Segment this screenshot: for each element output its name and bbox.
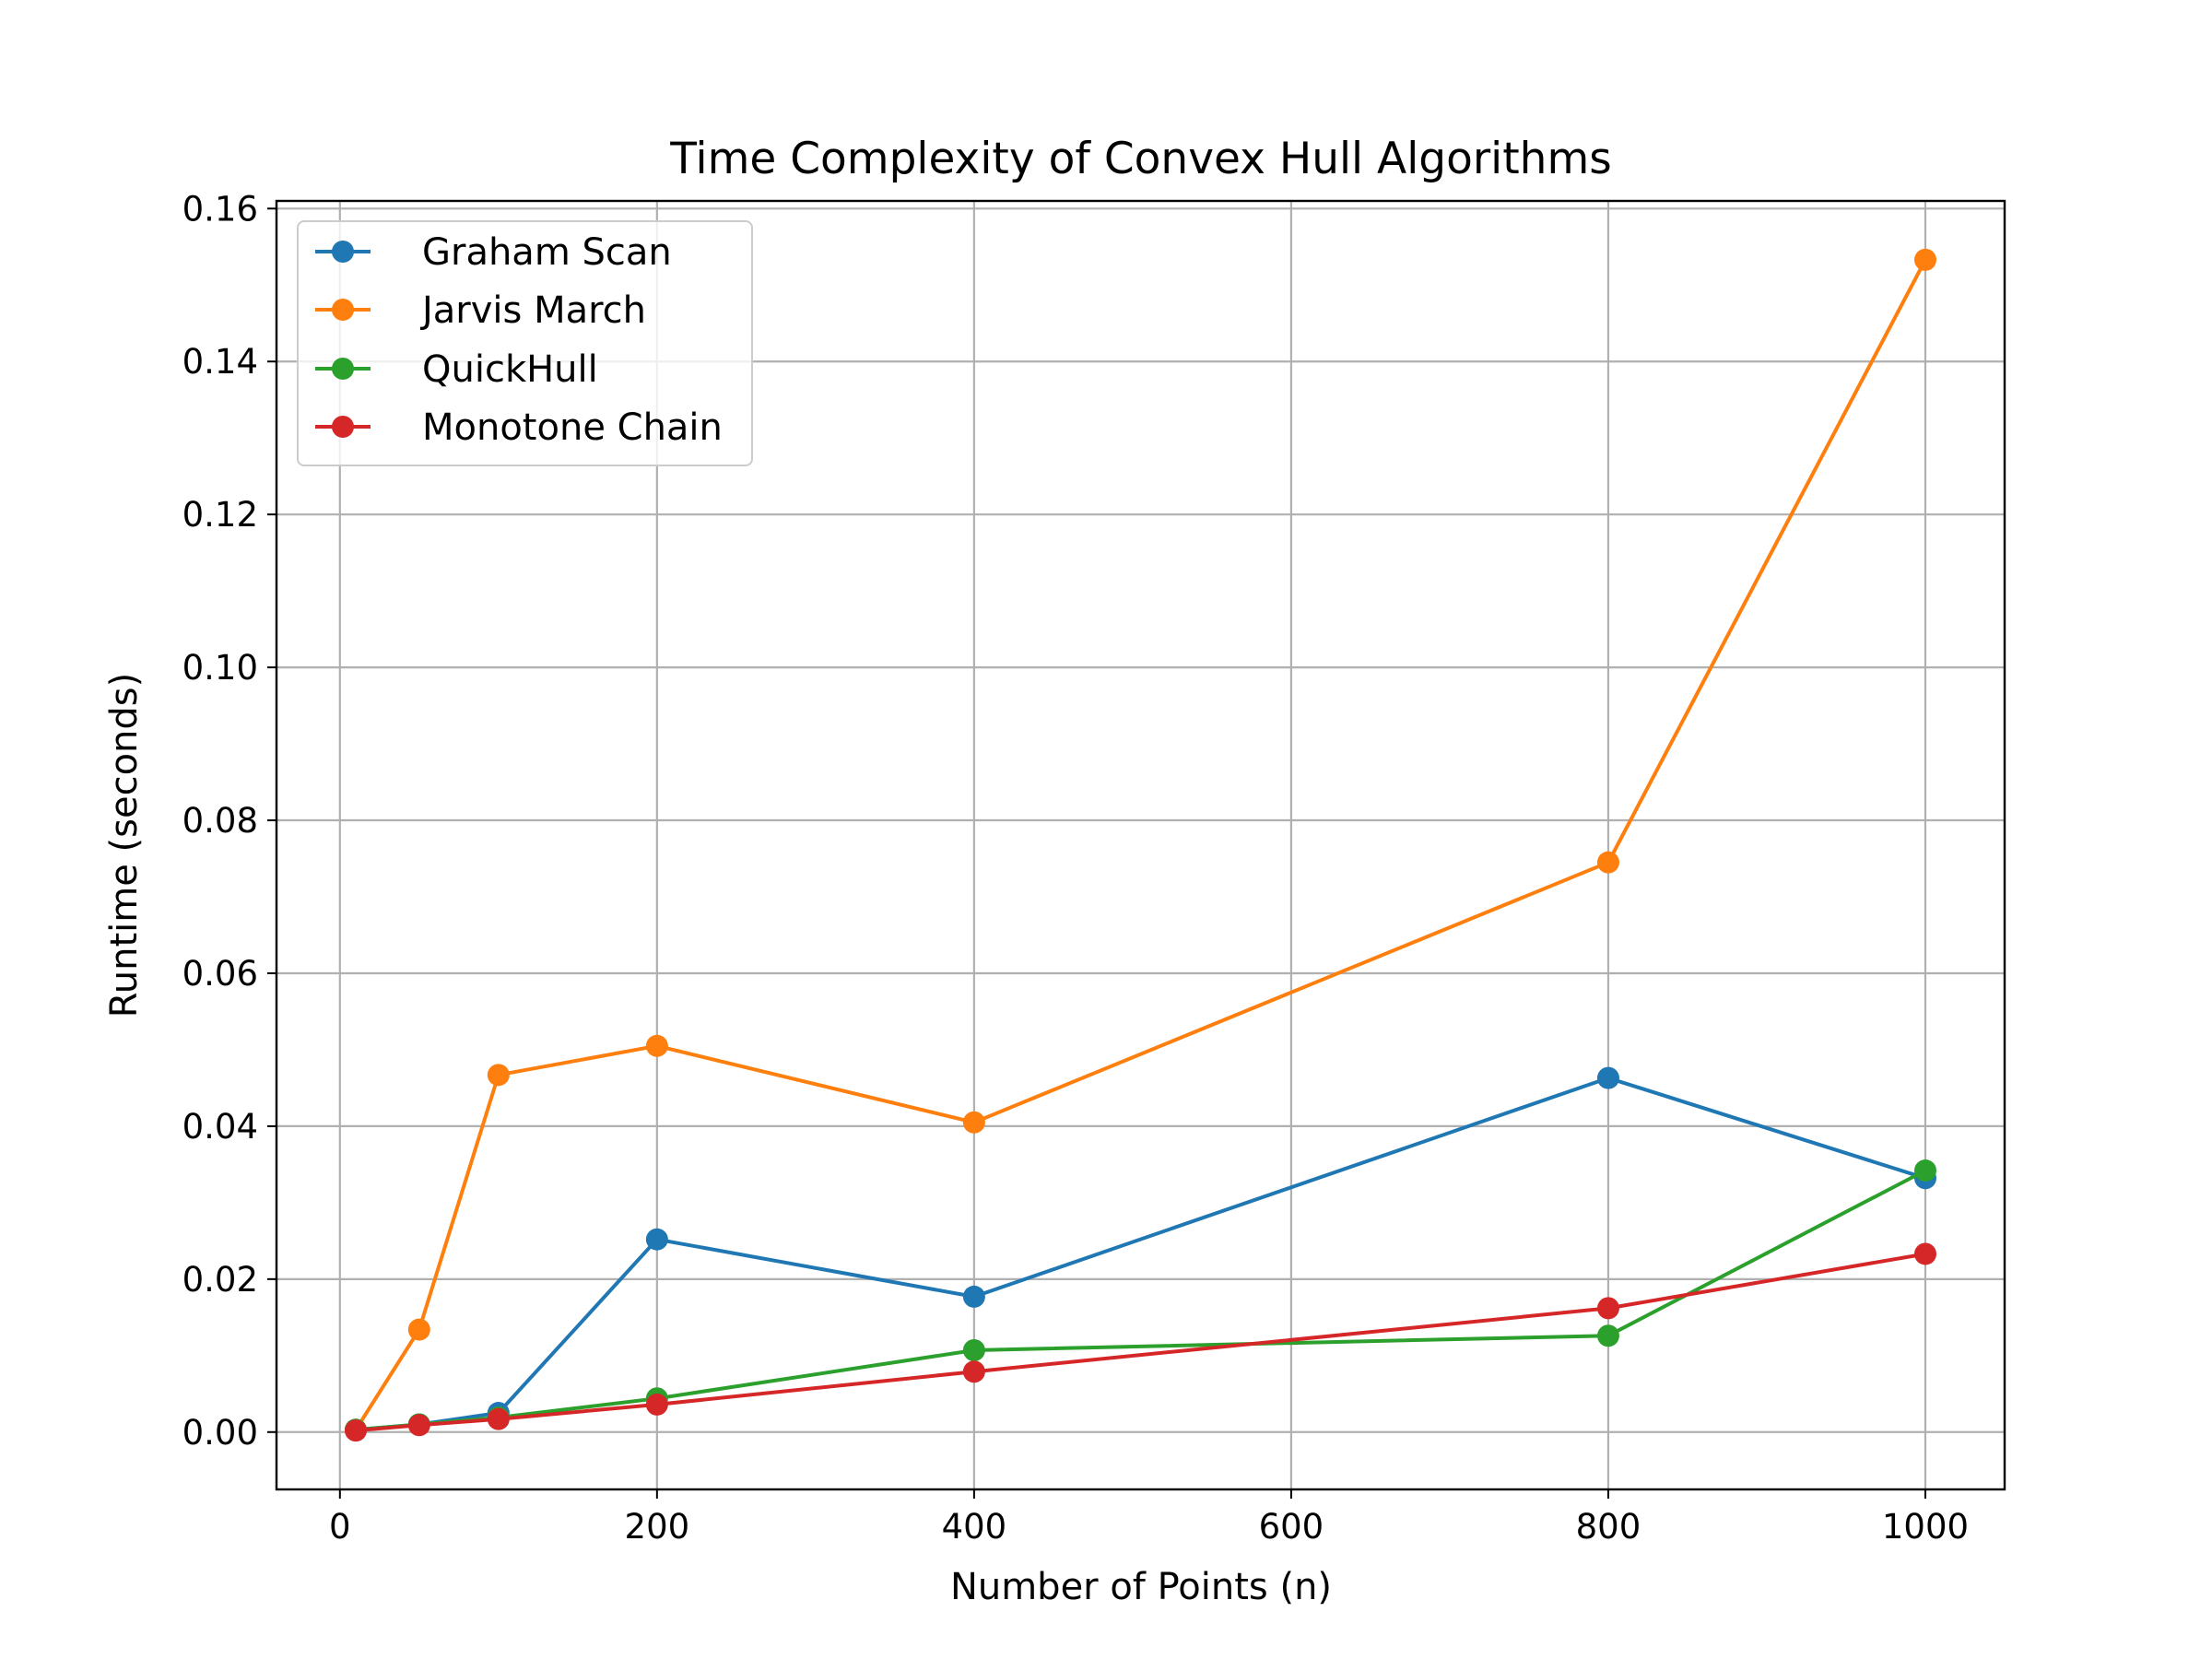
data-point-quickhull-400	[962, 1338, 985, 1361]
legend-entry-quickhull: QuickHull	[315, 348, 598, 391]
legend-label-monotone-chain: Monotone Chain	[422, 406, 723, 449]
legend-marker-monotone-chain	[332, 416, 354, 438]
legend-entry-jarvis-march: Jarvis March	[315, 289, 646, 332]
legend: Graham Scan Jarvis March QuickHull Monot…	[297, 220, 753, 466]
data-point-monotone-chain-800	[1596, 1297, 1619, 1320]
x-tick-label-600: 600	[1259, 1507, 1324, 1547]
data-point-quickhull-1000	[1913, 1159, 1936, 1182]
data-point-monotone-chain-50	[407, 1414, 430, 1437]
y-tick-label-0.00: 0.00	[182, 1413, 258, 1453]
data-point-jarvis-march-800	[1596, 851, 1619, 874]
data-point-jarvis-march-400	[962, 1111, 985, 1134]
grid-lines	[276, 201, 2005, 1489]
y-tick-label-0.06: 0.06	[182, 954, 258, 994]
chart-title: Time Complexity of Convex Hull Algorithm…	[669, 134, 1611, 184]
legend-marker-jarvis-march	[332, 299, 354, 321]
x-tick-label-400: 400	[942, 1507, 1007, 1547]
y-tick-label-0.14: 0.14	[182, 342, 258, 382]
data-point-jarvis-march-1000	[1913, 248, 1936, 271]
data-point-monotone-chain-400	[962, 1360, 985, 1383]
data-point-jarvis-march-50	[407, 1318, 430, 1341]
legend-label-graham-scan: Graham Scan	[422, 231, 672, 274]
y-tick-label-0.10: 0.10	[182, 648, 258, 688]
y-tick-label-0.02: 0.02	[182, 1260, 258, 1300]
series-monotone-chain	[345, 1242, 1936, 1442]
legend-label-jarvis-march: Jarvis March	[419, 289, 646, 332]
legend-marker-quickhull	[332, 358, 354, 380]
y-tick-label-0.04: 0.04	[182, 1107, 258, 1147]
legend-label-quickhull: QuickHull	[422, 348, 598, 391]
data-point-graham-scan-400	[962, 1285, 985, 1308]
data-point-jarvis-march-200	[645, 1034, 668, 1057]
legend-marker-graham-scan	[332, 241, 354, 263]
y-axis-title: Runtime (seconds)	[103, 673, 146, 1018]
y-tick-label-0.16: 0.16	[182, 189, 258, 229]
y-axis-ticks: 0.00 0.02 0.04 0.06 0.08 0.10 0.12 0.14 0.16	[182, 189, 276, 1453]
data-point-quickhull-800	[1596, 1324, 1619, 1347]
x-tick-label-800: 800	[1576, 1507, 1641, 1547]
data-point-jarvis-march-100	[487, 1064, 510, 1087]
legend-frame	[297, 220, 753, 466]
legend-entry-monotone-chain: Monotone Chain	[315, 406, 723, 449]
x-tick-label-200: 200	[625, 1507, 690, 1547]
data-point-graham-scan-200	[645, 1228, 668, 1251]
y-tick-label-0.12: 0.12	[182, 495, 258, 535]
plot-area-frame	[275, 199, 2006, 1491]
data-point-monotone-chain-200	[645, 1393, 668, 1416]
x-tick-label-1000: 1000	[1882, 1507, 1969, 1547]
plot-series	[345, 248, 1936, 1442]
x-tick-label-0: 0	[329, 1507, 351, 1547]
y-tick-label-0.08: 0.08	[182, 801, 258, 841]
series-jarvis-march	[345, 248, 1936, 1441]
x-axis-ticks: 0 200 400 600 800 1000	[329, 1489, 1969, 1547]
data-point-graham-scan-800	[1596, 1066, 1619, 1089]
data-point-monotone-chain-100	[487, 1407, 510, 1430]
x-axis-title: Number of Points (n)	[950, 1566, 1332, 1608]
data-point-monotone-chain-1000	[1913, 1242, 1936, 1265]
data-point-monotone-chain-10	[345, 1419, 368, 1442]
legend-entry-graham-scan: Graham Scan	[315, 231, 672, 274]
